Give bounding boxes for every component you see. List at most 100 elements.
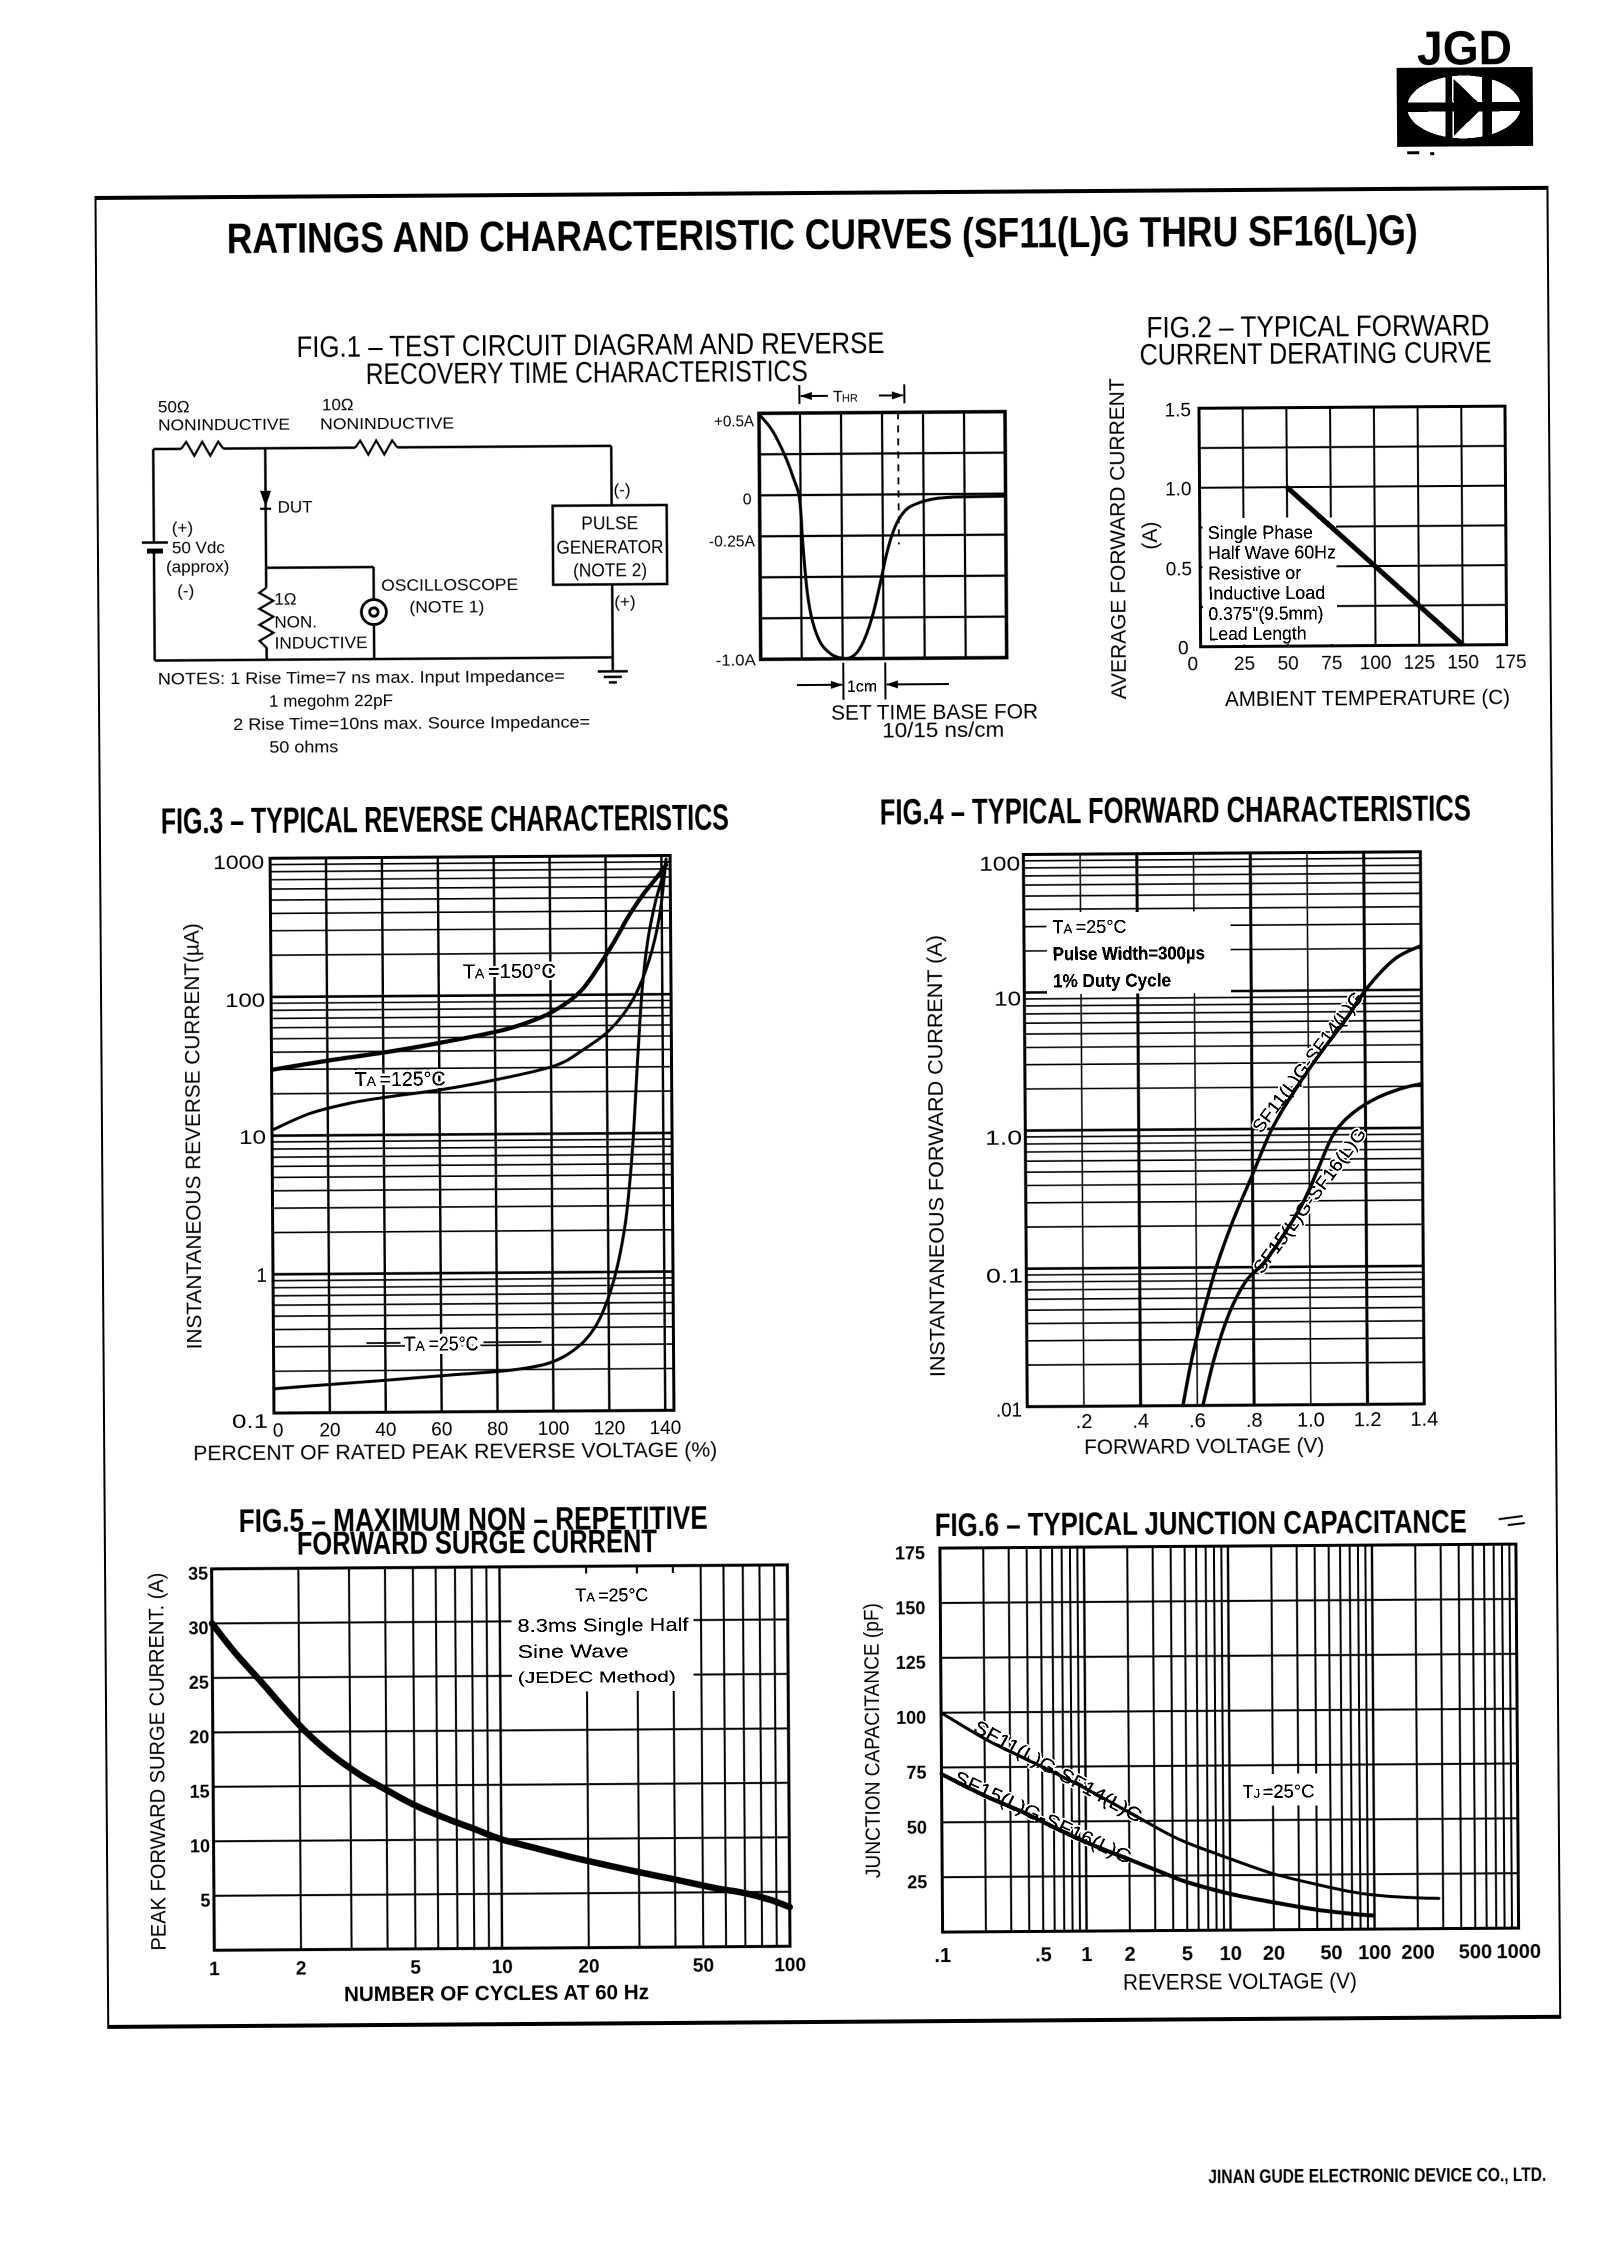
- svg-text:PEAK FORWARD SURGE CURRENT. (A: PEAK FORWARD SURGE CURRENT. (A): [145, 1572, 171, 1950]
- svg-text:200: 200: [1401, 1942, 1435, 1964]
- svg-text:100: 100: [774, 1955, 806, 1976]
- svg-text:125: 125: [1403, 653, 1435, 674]
- svg-text:=25°C: =25°C: [428, 1333, 478, 1355]
- svg-text:40: 40: [375, 1420, 396, 1441]
- svg-text:100: 100: [896, 1708, 926, 1728]
- svg-text:150: 150: [1447, 652, 1479, 673]
- svg-text:NON.: NON.: [274, 612, 317, 631]
- svg-text:.4: .4: [1132, 1411, 1149, 1433]
- svg-text:0.375"(9.5mm): 0.375"(9.5mm): [1208, 603, 1323, 624]
- svg-text:10/15 ns/cm: 10/15 ns/cm: [882, 719, 1004, 743]
- svg-text:=150°C: =150°C: [488, 961, 556, 983]
- svg-text:50: 50: [1320, 1942, 1342, 1964]
- svg-text:T: T: [575, 1586, 586, 1606]
- svg-text:INDUCTIVE: INDUCTIVE: [275, 633, 368, 653]
- svg-text:50: 50: [693, 1956, 714, 1977]
- svg-text:(-): (-): [613, 480, 630, 499]
- svg-text:-1.0A: -1.0A: [716, 652, 756, 669]
- svg-text:GENERATOR: GENERATOR: [556, 537, 663, 558]
- svg-text:0: 0: [743, 491, 752, 508]
- svg-text:+0.5A: +0.5A: [714, 413, 754, 430]
- svg-text:2: 2: [296, 1959, 307, 1980]
- svg-text:PULSE: PULSE: [581, 513, 638, 533]
- svg-text:.8: .8: [1246, 1410, 1263, 1432]
- svg-text:1.2: 1.2: [1354, 1409, 1382, 1431]
- svg-text:0: 0: [273, 1421, 284, 1442]
- svg-text:10Ω: 10Ω: [322, 395, 354, 414]
- svg-text:.2: .2: [1076, 1411, 1093, 1433]
- svg-text:1000: 1000: [1496, 1941, 1541, 1963]
- svg-text:Inductive Load: Inductive Load: [1208, 583, 1325, 604]
- svg-text:100: 100: [979, 854, 1020, 876]
- svg-text:50Ω: 50Ω: [158, 397, 190, 416]
- svg-text:150: 150: [895, 1598, 925, 1618]
- svg-text:50: 50: [907, 1818, 927, 1838]
- svg-text:10: 10: [994, 989, 1021, 1011]
- svg-text:FIG.2 – TYPICAL FORWARD: FIG.2 – TYPICAL FORWARD: [1146, 309, 1489, 344]
- svg-text:50 Vdc: 50 Vdc: [172, 538, 226, 557]
- svg-text:NONINDUCTIVE: NONINDUCTIVE: [158, 417, 290, 435]
- svg-text:A: A: [586, 1590, 595, 1605]
- svg-text:FIG.5 – MAXIMUM NON – REPETITI: FIG.5 – MAXIMUM NON – REPETITIVE: [239, 1500, 708, 1539]
- svg-text:=25°C: =25°C: [1263, 1782, 1315, 1802]
- svg-text:1: 1: [1081, 1944, 1092, 1966]
- svg-text:NUMBER OF CYCLES AT 60 Hz: NUMBER OF CYCLES AT 60 Hz: [344, 1981, 649, 2006]
- svg-text:75: 75: [1321, 653, 1342, 674]
- svg-text:20: 20: [189, 1727, 209, 1747]
- svg-text:0: 0: [1187, 654, 1198, 675]
- svg-text:JUNCTION CAPACITANCE (pF): JUNCTION CAPACITANCE (pF): [860, 1603, 885, 1878]
- svg-text:T: T: [1243, 1782, 1254, 1802]
- svg-text:100: 100: [538, 1419, 570, 1440]
- svg-text:A: A: [415, 1338, 425, 1354]
- svg-text:=25°C: =25°C: [1076, 917, 1127, 937]
- svg-text:=25°C: =25°C: [598, 1585, 648, 1605]
- svg-text:2 Rise Time=10ns max. Source I: 2 Rise Time=10ns max. Source Impedance=: [233, 713, 590, 734]
- svg-text:100: 100: [225, 991, 265, 1012]
- svg-text:T: T: [463, 961, 475, 983]
- svg-text:.1: .1: [934, 1945, 951, 1967]
- svg-text:Resistive or: Resistive or: [1208, 563, 1301, 584]
- svg-text:1Ω: 1Ω: [274, 590, 296, 609]
- svg-text:NONINDUCTIVE: NONINDUCTIVE: [320, 415, 454, 433]
- svg-text:Lead Length: Lead Length: [1208, 624, 1306, 645]
- svg-text:10: 10: [1220, 1943, 1242, 1965]
- svg-text:175: 175: [895, 1543, 925, 1563]
- svg-text:0: 0: [1178, 638, 1189, 659]
- svg-text:NOTES: 1 Rise Time=7 ns max. I: NOTES: 1 Rise Time=7 ns max. Input Imped…: [158, 667, 565, 689]
- svg-text:RATINGS AND CHARACTERISTIC CUR: RATINGS AND CHARACTERISTIC CURVES (SF11(…: [227, 207, 1418, 263]
- svg-text:JGD: JGD: [1417, 22, 1512, 76]
- svg-text:FORWARD SURGE CURRENT: FORWARD SURGE CURRENT: [297, 1523, 658, 1562]
- svg-text:1.0: 1.0: [1297, 1409, 1325, 1431]
- svg-text:(approx): (approx): [166, 557, 229, 576]
- svg-text:20: 20: [319, 1420, 340, 1441]
- svg-text:1: 1: [209, 1959, 220, 1980]
- svg-text:1: 1: [256, 1266, 267, 1287]
- svg-text:INSTANTANEOUS FORWARD CURRENT: INSTANTANEOUS FORWARD CURRENT (A): [924, 935, 950, 1377]
- svg-text:T: T: [833, 389, 843, 406]
- svg-text:10: 10: [492, 1957, 513, 1978]
- svg-text:75: 75: [906, 1763, 926, 1783]
- svg-text:500: 500: [1459, 1941, 1493, 1963]
- svg-text:FIG.1 – TEST CIRCUIT DIAGRAM A: FIG.1 – TEST CIRCUIT DIAGRAM AND REVERSE: [296, 327, 884, 364]
- svg-text:T: T: [403, 1334, 415, 1356]
- svg-text:T: T: [355, 1069, 367, 1091]
- svg-text:INSTANTANEOUS REVERSE CURRENT(: INSTANTANEOUS REVERSE CURRENT(µA): [181, 923, 207, 1349]
- svg-text:AMBIENT TEMPERATURE (C): AMBIENT TEMPERATURE (C): [1225, 686, 1510, 711]
- svg-text:80: 80: [487, 1419, 508, 1440]
- svg-text:25: 25: [907, 1872, 927, 1892]
- svg-text:120: 120: [594, 1418, 626, 1439]
- svg-text:25: 25: [189, 1673, 209, 1693]
- svg-text:50: 50: [1278, 654, 1299, 675]
- svg-text:A: A: [367, 1073, 377, 1089]
- svg-text:(NOTE 2): (NOTE 2): [573, 560, 647, 581]
- svg-text:A: A: [1064, 921, 1073, 936]
- svg-text:1.0: 1.0: [1165, 479, 1192, 500]
- svg-text:JINAN GUDE ELECTRONIC DEVICE C: JINAN GUDE ELECTRONIC DEVICE CO., LTD.: [1208, 2165, 1546, 2188]
- svg-text:.01: .01: [996, 1400, 1022, 1422]
- svg-text:FIG.6 – TYPICAL JUNCTION CAPAC: FIG.6 – TYPICAL JUNCTION CAPACITANCE: [935, 1503, 1467, 1543]
- svg-text:175: 175: [1495, 652, 1527, 673]
- svg-text:2: 2: [1124, 1944, 1135, 1966]
- svg-text:PERCENT OF RATED PEAK REVERSE: PERCENT OF RATED PEAK REVERSE VOLTAGE (%…: [193, 1439, 717, 1466]
- svg-text:25: 25: [1234, 654, 1255, 675]
- svg-text:0.5: 0.5: [1166, 559, 1193, 580]
